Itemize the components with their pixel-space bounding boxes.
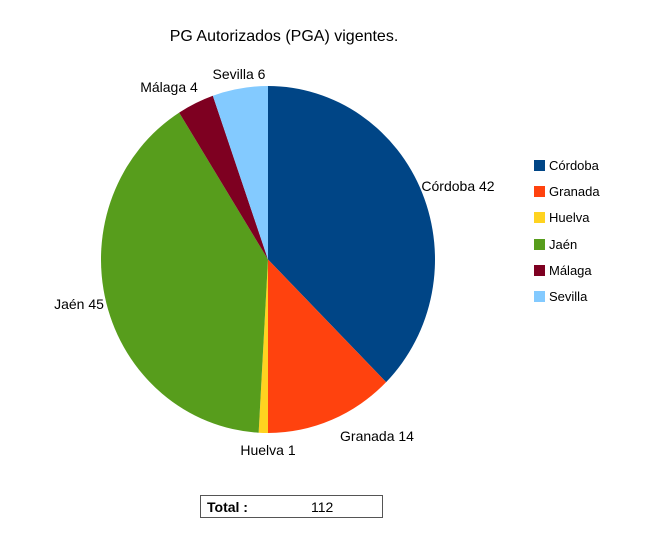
slice-label-granada: Granada 14 (340, 428, 414, 444)
legend-color-swatch-malaga (534, 264, 545, 276)
legend-color-swatch-sevilla (534, 291, 545, 303)
total-label: Total : (207, 498, 248, 515)
legend-color-swatch-cordoba (534, 159, 545, 171)
pie-slice-granada (268, 259, 387, 433)
chart-legend: Córdoba Granada Huelva Jaén Málaga Sevil… (534, 152, 600, 310)
legend-color-swatch-jaen (534, 238, 545, 250)
legend-label: Málaga (549, 262, 592, 278)
legend-label: Granada (549, 183, 600, 199)
pie-slice-jaen (100, 112, 268, 433)
total-box: Total : 112 (200, 495, 383, 518)
legend-color-swatch-huelva (534, 212, 545, 224)
pie-slice-cordoba (268, 86, 436, 383)
legend-color-swatch-granada (534, 185, 545, 197)
legend-item-huelva: Huelva (534, 205, 600, 231)
legend-label: Sevilla (549, 289, 588, 305)
slice-label-malaga: Málaga 4 (140, 79, 198, 95)
legend-item-malaga: Málaga (534, 257, 600, 283)
legend-label: Jaén (549, 236, 578, 252)
legend-label: Huelva (549, 210, 590, 226)
slice-label-huelva: Huelva 1 (240, 442, 296, 458)
legend-item-sevilla: Sevilla (534, 283, 600, 309)
slice-label-jaen: Jaén 45 (54, 296, 104, 312)
slice-label-cordoba: Córdoba 42 (421, 178, 495, 194)
chart-title: PG Autorizados (PGA) vigentes. (169, 28, 399, 45)
pie-slice-malaga (179, 95, 268, 260)
legend-label: Córdoba (549, 157, 599, 173)
total-value: 112 (311, 498, 334, 515)
pie-slice-sevilla (212, 86, 268, 260)
legend-item-jaen: Jaén (534, 231, 600, 257)
legend-item-granada: Granada (534, 178, 600, 204)
legend-item-cordoba: Córdoba (534, 152, 600, 178)
slice-label-sevilla: Sevilla 6 (212, 66, 266, 82)
pie-slice-huelva (258, 259, 268, 433)
